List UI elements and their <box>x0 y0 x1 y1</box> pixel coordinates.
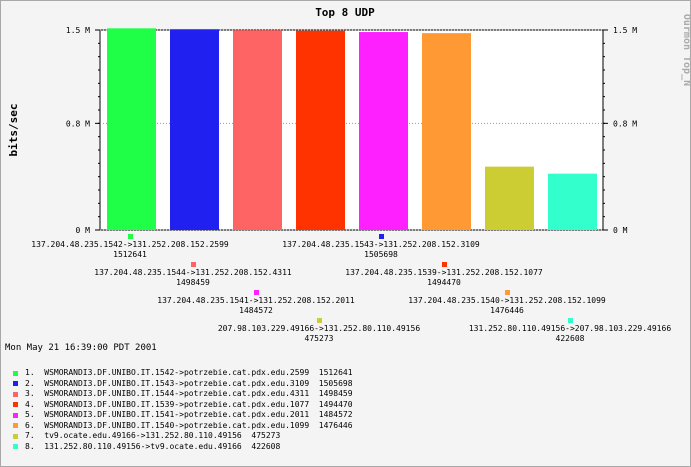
legend-item: 8. 131.252.80.110.49156->tv9.ocate.edu.4… <box>13 442 353 453</box>
flow-marker <box>317 318 322 323</box>
legend-text: 3. WSMORANDI3.DF.UNIBO.IT.1544->potrzebi… <box>25 389 353 398</box>
axes: 0 M 0 M 0.8 M 0.8 M 1.5 M 1.5 M <box>66 26 637 235</box>
bar <box>233 30 282 230</box>
bar <box>296 30 345 230</box>
legend-item: 3. WSMORANDI3.DF.UNIBO.IT.1544->potrzebi… <box>13 389 353 400</box>
legend-text: 4. WSMORANDI3.DF.UNIBO.IT.1539->potrzebi… <box>25 399 353 409</box>
flow-label: 137.204.48.235.1544->131.252.208.152.431… <box>94 268 292 277</box>
flow-marker <box>568 318 573 323</box>
flow-value: 1505698 <box>364 250 398 259</box>
legend-swatch <box>13 433 18 439</box>
legend-item: 7. tv9.ocate.edu.49166->131.252.80.110.4… <box>13 431 353 442</box>
chart-title: Top 8 UDP <box>315 6 375 19</box>
y-tick-label: 0.8 M <box>66 119 90 128</box>
flow-labels: 137.204.48.235.1542->131.252.208.152.259… <box>31 234 671 343</box>
legend-item: 2. WSMORANDI3.DF.UNIBO.IT.1543->potrzebi… <box>13 379 353 390</box>
flow-marker <box>379 234 384 239</box>
flow-value: 1484572 <box>239 306 273 315</box>
legend-swatch <box>13 391 18 397</box>
legend: 1. WSMORANDI3.DF.UNIBO.IT.1542->potrzebi… <box>13 368 353 452</box>
legend-item: 6. WSMORANDI3.DF.UNIBO.IT.1540->potrzebi… <box>13 421 353 432</box>
legend-item: 1. WSMORANDI3.DF.UNIBO.IT.1542->potrzebi… <box>13 368 353 379</box>
legend-swatch <box>13 402 18 408</box>
flow-value: 1476446 <box>490 306 524 315</box>
legend-item: 4. WSMORANDI3.DF.UNIBO.IT.1539->potrzebi… <box>13 400 353 411</box>
bars <box>107 28 597 231</box>
legend-text: 8. 131.252.80.110.49156->tv9.ocate.edu.4… <box>25 441 281 451</box>
legend-text: 7. tv9.ocate.edu.49166->131.252.80.110.4… <box>25 431 281 440</box>
y-axis-label: bits/sec <box>7 104 20 157</box>
watermark: Ourmon Top_N <box>681 14 691 86</box>
legend-text: 2. WSMORANDI3.DF.UNIBO.IT.1543->potrzebi… <box>25 378 353 388</box>
legend-swatch <box>13 381 18 387</box>
flow-marker <box>442 262 447 267</box>
timestamp: Mon May 21 16:39:00 PDT 2001 <box>5 343 157 353</box>
bar <box>170 29 219 231</box>
bar <box>422 33 471 230</box>
flow-label: 137.204.48.235.1541->131.252.208.152.201… <box>157 296 355 305</box>
flow-value: 1494470 <box>427 278 461 287</box>
flow-marker <box>128 234 133 239</box>
flow-marker <box>191 262 196 267</box>
flow-label: 137.204.48.235.1540->131.252.208.152.109… <box>408 296 606 305</box>
bar <box>548 173 597 230</box>
flow-marker <box>254 290 259 295</box>
flow-label: 137.204.48.235.1542->131.252.208.152.259… <box>31 240 229 249</box>
flow-value: 422608 <box>556 334 585 343</box>
flow-value: 475273 <box>305 334 334 343</box>
flow-marker <box>505 290 510 295</box>
y-tick-label-right: 1.5 M <box>613 26 637 35</box>
flow-label: 137.204.48.235.1539->131.252.208.152.107… <box>345 268 543 277</box>
y-tick-label-right: 0 M <box>613 226 628 235</box>
flow-label: 137.204.48.235.1543->131.252.208.152.310… <box>282 240 480 249</box>
y-tick-label: 0 M <box>76 226 91 235</box>
legend-text: 6. WSMORANDI3.DF.UNIBO.IT.1540->potrzebi… <box>25 420 353 430</box>
flow-label: 207.98.103.229.49166->131.252.80.110.491… <box>218 324 420 333</box>
y-tick-label: 1.5 M <box>66 26 90 35</box>
legend-swatch <box>13 370 18 376</box>
legend-text: 1. WSMORANDI3.DF.UNIBO.IT.1542->potrzebi… <box>25 368 353 377</box>
bar <box>485 166 534 230</box>
flow-label: 131.252.80.110.49156->207.98.103.229.491… <box>469 324 671 333</box>
legend-item: 5. WSMORANDI3.DF.UNIBO.IT.1541->potrzebi… <box>13 410 353 421</box>
y-tick-label-right: 0.8 M <box>613 119 637 128</box>
legend-swatch <box>13 423 18 429</box>
legend-swatch <box>13 444 18 450</box>
legend-text: 5. WSMORANDI3.DF.UNIBO.IT.1541->potrzebi… <box>25 410 353 419</box>
flow-value: 1498459 <box>176 278 210 287</box>
bar <box>359 32 408 230</box>
legend-swatch <box>13 412 18 418</box>
bar <box>107 28 156 231</box>
flow-value: 1512641 <box>113 250 147 259</box>
